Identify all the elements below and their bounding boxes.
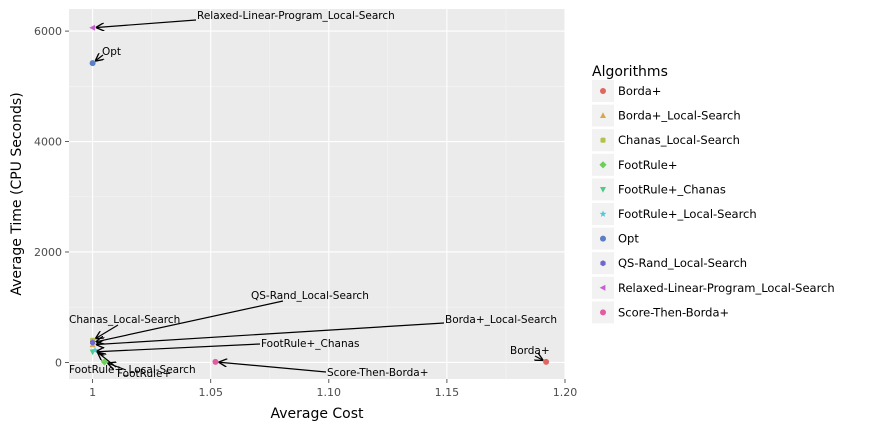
- x-axis-title: Average Cost: [270, 406, 364, 422]
- legend-key: [600, 235, 606, 242]
- annotation-arrow: [97, 343, 261, 352]
- annotation-arrow: [97, 19, 197, 27]
- x-tick-label: 1.05: [198, 386, 223, 399]
- annotation-arrow: [96, 55, 103, 61]
- point-label: Score-Then-Borda+: [327, 367, 429, 379]
- legend-entry: Borda+_Local-Search: [618, 109, 741, 123]
- point-label: Relaxed-Linear-Program_Local-Search: [197, 10, 395, 22]
- annotation-arrow: [108, 363, 127, 371]
- legend-key: [599, 161, 607, 169]
- legend-key: [600, 260, 606, 267]
- legend: Borda+ Borda+_Local-Search Chanas_Local-Se…: [592, 80, 835, 324]
- point-annotations: Borda+ Borda+_Local-Search Chanas_Local-Se…: [69, 10, 557, 380]
- legend-key: [599, 284, 606, 291]
- annotation-arrow: [97, 300, 284, 342]
- annotation-arrow: [219, 362, 327, 373]
- annotation-arrow: [98, 353, 117, 368]
- legend-key: [600, 187, 606, 193]
- legend-key: [600, 137, 606, 143]
- data-point: [212, 358, 219, 365]
- y-tick-label: 4000: [34, 136, 62, 149]
- x-tick-label: 1.15: [435, 386, 460, 399]
- legend-title: Algorithms: [592, 64, 668, 80]
- annotation-arrow: [97, 322, 445, 345]
- legend-key: [600, 309, 606, 316]
- point-label: FootRule+_Local-Search: [69, 364, 196, 376]
- data-points: [89, 24, 550, 366]
- legend-entry: FootRule+_Chanas: [618, 182, 726, 196]
- legend-entry: Opt: [618, 232, 639, 246]
- point-label: FootRule+_Chanas: [261, 338, 360, 350]
- data-point: [543, 358, 550, 365]
- annotation-arrow: [535, 356, 543, 360]
- point-label: Opt: [102, 46, 121, 58]
- legend-key: [599, 210, 607, 217]
- legend-entry: Relaxed-Linear-Program_Local-Search: [618, 281, 835, 295]
- point-label: FootRule+: [117, 368, 171, 380]
- y-tick-label: 6000: [34, 25, 62, 38]
- data-point: [89, 60, 96, 67]
- y-axis-title: Average Time (CPU Seconds): [9, 92, 25, 295]
- legend-entry: Chanas_Local-Search: [618, 133, 740, 147]
- point-label: QS-Rand_Local-Search: [251, 290, 369, 302]
- axis-ticks: 1 1.05 1.10 1.15 1.20 0 2000 4000 6000: [34, 25, 577, 399]
- legend-key: [600, 88, 606, 94]
- x-tick-label: 1.20: [553, 386, 578, 399]
- data-point: [90, 339, 96, 346]
- legend-entry: Borda+: [618, 84, 661, 98]
- y-tick-label: 0: [55, 356, 62, 369]
- legend-entry: FootRule+_Local-Search: [618, 207, 757, 221]
- data-point: [89, 24, 96, 31]
- gridlines: [69, 9, 566, 379]
- x-tick-label: 1: [89, 386, 96, 399]
- y-tick-label: 2000: [34, 246, 62, 259]
- point-label: Chanas_Local-Search: [69, 314, 180, 326]
- legend-key: [600, 112, 606, 118]
- data-point: [91, 346, 99, 354]
- legend-entry: FootRule+: [618, 158, 677, 172]
- legend-entry: QS-Rand_Local-Search: [618, 256, 747, 270]
- point-label: Borda+_Local-Search: [445, 314, 557, 326]
- legend-entry: Score-Then-Borda+: [618, 305, 729, 319]
- point-label: Borda+: [510, 345, 550, 357]
- x-tick-label: 1.10: [317, 386, 342, 399]
- data-point: [100, 358, 109, 366]
